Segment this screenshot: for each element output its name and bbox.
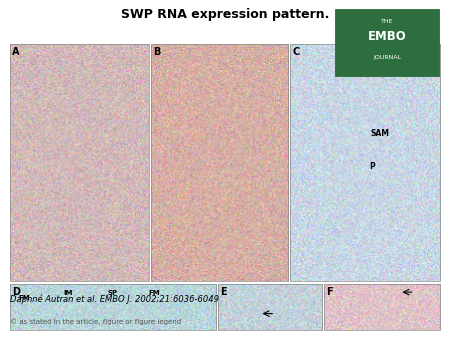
Text: F: F: [326, 287, 333, 297]
Text: E: E: [220, 287, 227, 297]
Text: P: P: [369, 163, 375, 171]
Text: IM: IM: [63, 290, 72, 296]
Text: SWP RNA expression pattern.: SWP RNA expression pattern.: [121, 8, 329, 21]
Text: SAM: SAM: [370, 129, 390, 138]
Text: Daphné Autran et al. EMBO J. 2002;21:6036-6049: Daphné Autran et al. EMBO J. 2002;21:603…: [10, 294, 219, 304]
Text: B: B: [153, 47, 160, 57]
Bar: [324, 284, 440, 330]
Bar: [218, 284, 322, 330]
Bar: [151, 44, 288, 281]
Bar: [10, 44, 148, 281]
Text: FM: FM: [18, 295, 30, 300]
Text: C: C: [292, 47, 299, 57]
Text: D: D: [12, 287, 20, 297]
Text: © as stated in the article, figure or figure legend: © as stated in the article, figure or fi…: [10, 318, 181, 325]
Text: A: A: [12, 47, 20, 57]
Text: FM: FM: [148, 290, 160, 296]
Bar: [10, 284, 216, 330]
Text: EMBO: EMBO: [368, 30, 406, 43]
Text: SP: SP: [108, 290, 118, 296]
Bar: [335, 9, 439, 76]
Text: THE: THE: [381, 19, 393, 24]
Bar: [290, 44, 440, 281]
Text: JOURNAL: JOURNAL: [373, 55, 401, 60]
